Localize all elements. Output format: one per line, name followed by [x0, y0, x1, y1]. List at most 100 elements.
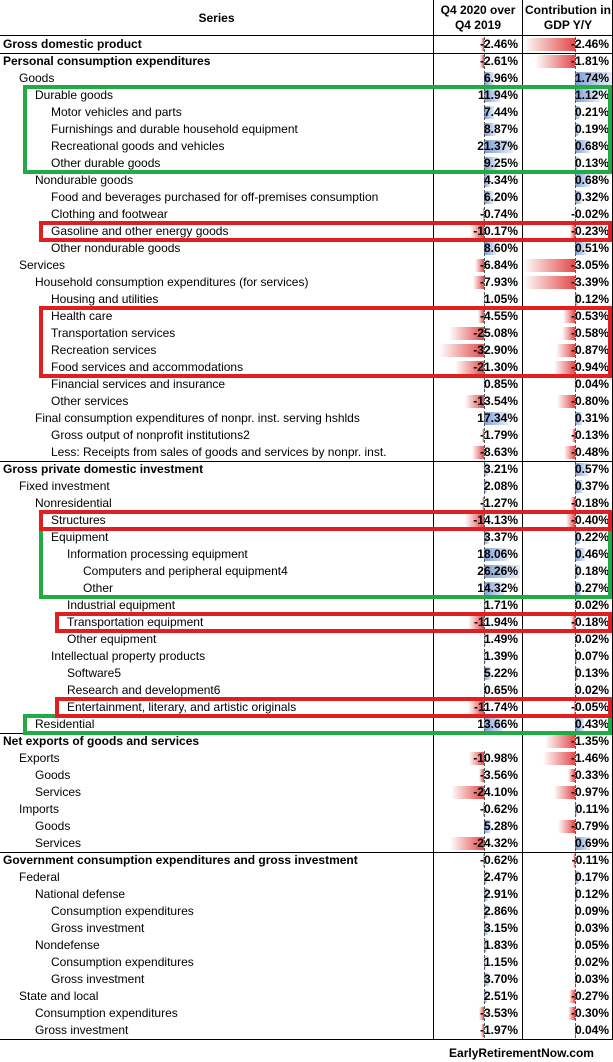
growth-value: 6.96% [483, 71, 518, 85]
growth-bar [484, 463, 489, 476]
growth-value: 17.34% [477, 411, 518, 425]
contribution-value: -0.13% [570, 428, 609, 442]
growth-bar-axis [484, 802, 485, 817]
contribution-value: -3.05% [570, 258, 609, 272]
contribution-value: 0.27% [574, 581, 609, 595]
contribution-bar-axis [575, 343, 576, 358]
series-label: Less: Receipts from sales of goods and s… [51, 445, 387, 459]
contribution-bar [572, 854, 575, 867]
growth-bar-axis [484, 445, 485, 460]
table-row: Residential 13.66% 0.43% [0, 716, 613, 733]
table-row: Federal 2.47% 0.17% [0, 869, 613, 886]
table-row: Durable goods 11.94% 1.12% [0, 87, 613, 104]
growth-value: 6.20% [483, 190, 518, 204]
growth-value: -3.56% [479, 768, 518, 782]
contribution-bar [554, 361, 575, 374]
contribution-value: -0.94% [570, 360, 609, 374]
growth-value: -14.13% [473, 513, 518, 527]
contribution-bar-axis [575, 887, 576, 902]
contribution-bar-axis [575, 853, 576, 868]
growth-value: 1.05% [483, 292, 518, 306]
contribution-value: -1.81% [570, 54, 609, 68]
contribution-value: -0.97% [570, 785, 609, 799]
growth-bar-axis [484, 377, 485, 392]
growth-value: 2.51% [483, 989, 518, 1003]
table-row: Net exports of goods and services -1.35% [0, 733, 613, 750]
growth-bar-axis [484, 989, 485, 1004]
contribution-bar [575, 89, 600, 102]
growth-bar [469, 225, 484, 238]
growth-value: 5.22% [483, 666, 518, 680]
table-row: Services -6.84% -3.05% [0, 257, 613, 274]
growth-bar [484, 973, 490, 986]
table-row: Government consumption expenditures and … [0, 852, 613, 869]
table-row: Services -24.10% -0.97% [0, 784, 613, 801]
series-label: Other [83, 581, 114, 595]
contribution-bar-axis [575, 173, 576, 188]
table-row: Information processing equipment 18.06% 0.… [0, 546, 613, 563]
growth-value: -8.63% [479, 445, 518, 459]
table-row: Research and development6 0.65% 0.02% [0, 682, 613, 699]
table-row: Entertainment, literary, and artistic or… [0, 699, 613, 716]
series-label: Imports [19, 802, 60, 816]
table-row: Consumption expenditures 2.86% 0.09% [0, 903, 613, 920]
growth-bar [484, 599, 487, 612]
contribution-bar-axis [575, 972, 576, 987]
growth-bar-axis [484, 496, 485, 511]
contribution-value: 0.17% [574, 870, 609, 884]
table-row: Other services -13.54% -0.80% [0, 393, 613, 410]
contribution-value: 0.22% [574, 530, 609, 544]
growth-bar [467, 701, 484, 714]
contribution-bar [523, 276, 575, 289]
contribution-bar [575, 140, 590, 153]
growth-bar [479, 1007, 484, 1020]
series-label: Other durable goods [51, 156, 161, 170]
table-row: Fixed investment 2.08% 0.37% [0, 478, 613, 495]
contribution-bar [575, 667, 578, 680]
contribution-value: -0.02% [570, 207, 609, 221]
growth-value: -2.46% [479, 37, 518, 51]
series-label: Exports [19, 751, 60, 765]
table-row: Intellectual property products 1.39% 0.07% [0, 648, 613, 665]
series-label: Recreation services [51, 343, 157, 357]
table-row: Exports -10.98% -1.46% [0, 750, 613, 767]
contribution-value: -0.30% [570, 1006, 609, 1020]
contribution-bar-axis [575, 802, 576, 817]
growth-bar [454, 361, 484, 374]
contribution-bar-axis [575, 496, 576, 511]
growth-value: 1.15% [483, 955, 518, 969]
contribution-bar [575, 565, 579, 578]
contribution-bar-axis [575, 275, 576, 290]
series-label: Other nondurable goods [51, 241, 181, 255]
contribution-bar [575, 718, 585, 731]
table-row: Motor vehicles and parts 7.44% 0.21% [0, 104, 613, 121]
growth-bar-axis [484, 1023, 485, 1038]
column-divider [522, 0, 523, 1039]
growth-bar [467, 616, 484, 629]
growth-value: -1.97% [479, 1023, 518, 1037]
series-label: Food and beverages purchased for off-pre… [51, 190, 379, 204]
growth-value: -24.32% [473, 836, 518, 850]
growth-value: 2.08% [483, 479, 518, 493]
growth-bar [484, 123, 497, 136]
series-label: Consumption expenditures [51, 955, 194, 969]
growth-bar-axis [484, 275, 485, 290]
growth-value: 0.85% [483, 377, 518, 391]
table-row: Gross investment 3.15% 0.03% [0, 920, 613, 937]
growth-bar-axis [484, 462, 485, 477]
contribution-bar [575, 803, 578, 816]
growth-value: -1.79% [479, 428, 518, 442]
contribution-bar [575, 157, 578, 170]
contribution-value: 0.12% [574, 292, 609, 306]
contribution-bar [573, 701, 575, 714]
series-label: Gross output of nonprofit institutions2 [51, 428, 250, 442]
contribution-bar [557, 395, 575, 408]
table-row: Nondurable goods 4.34% 0.68% [0, 172, 613, 189]
contribution-bar-axis [575, 666, 576, 681]
growth-value: 7.44% [483, 105, 518, 119]
header-contribution: Contribution in GDP Y/Y [525, 3, 611, 32]
growth-bar-axis [484, 887, 485, 902]
growth-value: -24.10% [473, 785, 518, 799]
growth-bar [484, 242, 496, 255]
growth-bar-axis [484, 190, 485, 205]
